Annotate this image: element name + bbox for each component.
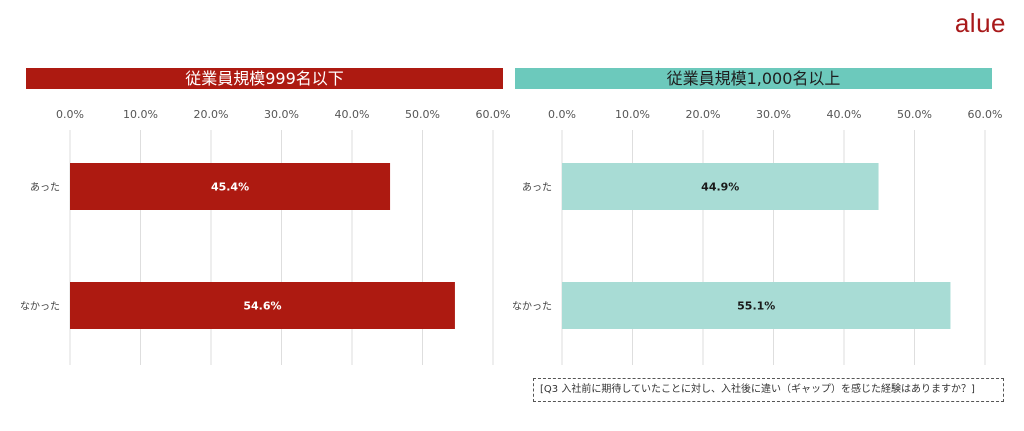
category-label: あった xyxy=(522,182,552,194)
bar xyxy=(562,163,879,210)
x-tick-label: 50.0% xyxy=(897,108,932,121)
x-tick-label: 30.0% xyxy=(756,108,791,121)
x-tick-label: 30.0% xyxy=(264,108,299,121)
x-tick-label: 40.0% xyxy=(827,108,862,121)
x-tick-label: 50.0% xyxy=(405,108,440,121)
chart-title-small-companies: 従業員規模999名以下 xyxy=(26,68,503,89)
bar xyxy=(70,282,455,329)
x-tick-label: 20.0% xyxy=(686,108,721,121)
category-label: あった xyxy=(30,182,60,194)
question-note: [Q3 入社前に期待していたことに対し、入社後に違い（ギャップ）を感じた経験はあ… xyxy=(533,378,1004,402)
x-tick-label: 10.0% xyxy=(615,108,650,121)
chart-title-large-companies: 従業員規模1,000名以上 xyxy=(515,68,992,89)
bar xyxy=(70,163,391,210)
x-tick-label: 60.0% xyxy=(968,108,1003,121)
data-label: 44.9% xyxy=(701,181,739,194)
x-tick-label: 20.0% xyxy=(194,108,229,121)
x-tick-label: 0.0% xyxy=(548,108,576,121)
x-tick-label: 60.0% xyxy=(476,108,511,121)
alue-logo: alue xyxy=(954,8,1006,38)
bar xyxy=(562,282,951,329)
x-tick-label: 10.0% xyxy=(123,108,158,121)
x-tick-label: 40.0% xyxy=(335,108,370,121)
data-label: 45.4% xyxy=(211,181,249,194)
data-label: 55.1% xyxy=(737,300,775,313)
category-label: なかった xyxy=(512,301,552,313)
x-tick-label: 0.0% xyxy=(56,108,84,121)
category-label: なかった xyxy=(20,301,60,313)
data-label: 54.6% xyxy=(243,300,281,313)
